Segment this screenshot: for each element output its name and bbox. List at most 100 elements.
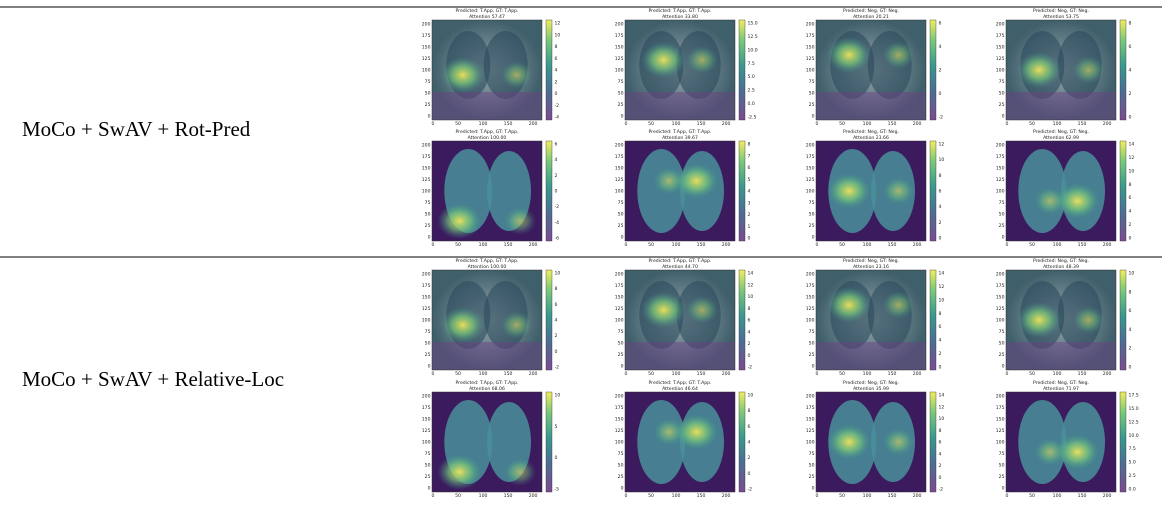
y-tick-label: 25 xyxy=(809,474,815,480)
colorbar-tick-label: 8 xyxy=(939,311,942,317)
colorbar-tick-label: -2 xyxy=(939,487,944,493)
y-tick-label: 25 xyxy=(999,102,1005,108)
y-tick-label: 125 xyxy=(615,56,624,62)
y-tick-label: 100 xyxy=(806,440,815,446)
x-tick-label: 150 xyxy=(1078,121,1087,127)
colorbar-tick-label: 0 xyxy=(1129,115,1132,121)
colorbar-tick-label: 0 xyxy=(748,353,751,359)
colorbar-tick-label: -6 xyxy=(555,236,560,242)
panel-attention: Attention 71.97 xyxy=(1043,386,1079,392)
y-tick-label: 100 xyxy=(615,440,624,446)
y-tick-label: 0 xyxy=(621,486,624,492)
x-tick-label: 200 xyxy=(913,371,922,377)
panel-attention: Attention 44.70 xyxy=(662,264,698,270)
y-tick-label: 150 xyxy=(996,295,1005,301)
x-tick-label: 0 xyxy=(432,371,435,377)
colorbar xyxy=(930,270,936,370)
panel-title: Predicted: T.App, GT: T.App. xyxy=(455,380,518,386)
x-tick-label: 0 xyxy=(1006,242,1009,248)
y-tick-label: 175 xyxy=(806,283,815,289)
y-tick-label: 200 xyxy=(422,22,431,28)
colorbar-tick-label: 0 xyxy=(555,189,558,195)
y-tick-label: 150 xyxy=(996,417,1005,423)
hotspot xyxy=(441,307,485,343)
x-tick-label: 200 xyxy=(1103,493,1112,499)
x-tick-label: 150 xyxy=(504,242,513,248)
colorbar-tick-label: 10 xyxy=(1129,168,1135,174)
panel-title: Predicted: Neg, GT: Neg. xyxy=(1033,8,1089,14)
colorbar-tick-label: 8 xyxy=(1129,182,1132,188)
y-tick-label: 25 xyxy=(618,474,624,480)
x-tick-label: 50 xyxy=(455,121,461,127)
x-tick-label: 150 xyxy=(504,371,513,377)
y-tick-label: 150 xyxy=(422,417,431,423)
y-tick-label: 100 xyxy=(422,189,431,195)
colorbar-tick-label: 2 xyxy=(748,455,751,461)
x-tick-label: 150 xyxy=(888,493,897,499)
colorbar-tick-label: 8 xyxy=(1129,289,1132,295)
y-tick-label: 200 xyxy=(996,272,1005,278)
y-tick-label: 100 xyxy=(996,440,1005,446)
x-tick-label: 150 xyxy=(697,242,706,248)
colorbar-tick-label: -4 xyxy=(555,115,560,121)
colorbar-tick-label: 10 xyxy=(555,393,561,399)
x-tick-label: 50 xyxy=(839,371,845,377)
colorbar-tick-label: 2.5 xyxy=(1129,473,1136,479)
y-tick-label: 175 xyxy=(422,33,431,39)
y-tick-label: 150 xyxy=(996,166,1005,172)
y-tick-label: 50 xyxy=(618,341,624,347)
panel-attention: Attention 100.00 xyxy=(468,264,507,270)
panel-title: Predicted: Neg, GT: Neg. xyxy=(1033,129,1089,135)
y-tick-label: 0 xyxy=(1002,114,1005,120)
heatmap-tint xyxy=(625,92,735,120)
y-tick-label: 0 xyxy=(621,114,624,120)
y-tick-label: 75 xyxy=(999,200,1005,206)
y-tick-label: 125 xyxy=(422,177,431,183)
hotspot xyxy=(686,296,718,324)
y-tick-label: 75 xyxy=(425,79,431,85)
y-tick-label: 175 xyxy=(615,33,624,39)
y-tick-label: 125 xyxy=(806,428,815,434)
hotspot xyxy=(827,37,871,73)
y-tick-label: 0 xyxy=(428,364,431,370)
x-tick-label: 50 xyxy=(839,493,845,499)
x-tick-label: 0 xyxy=(816,371,819,377)
colorbar-tick-label: 8 xyxy=(939,428,942,434)
y-tick-label: 175 xyxy=(996,33,1005,39)
colorbar xyxy=(546,141,552,241)
colorbar-tick-label: 6 xyxy=(748,165,751,171)
x-tick-label: 50 xyxy=(648,493,654,499)
y-tick-label: 150 xyxy=(615,295,624,301)
hotspot xyxy=(686,46,718,74)
y-tick-label: 125 xyxy=(615,428,624,434)
panel-attention: Attention 68.06 xyxy=(469,386,505,392)
colorbar-tick-label: 0 xyxy=(748,471,751,477)
x-tick-label: 50 xyxy=(455,242,461,248)
x-tick-label: 100 xyxy=(672,242,681,248)
colorbar-tick-label: 4 xyxy=(555,157,558,163)
panel-title: Predicted: T.App, GT: T.App. xyxy=(455,129,518,135)
colorbar-tick-label: -2 xyxy=(555,103,560,109)
y-tick-label: 175 xyxy=(996,405,1005,411)
colorbar-tick-label: 0 xyxy=(555,349,558,355)
x-tick-label: 50 xyxy=(839,121,845,127)
colorbar-tick-label: 10 xyxy=(555,271,561,277)
x-tick-label: 200 xyxy=(529,493,538,499)
colorbar-tick-label: 6 xyxy=(1129,308,1132,314)
x-tick-label: 100 xyxy=(479,371,488,377)
colorbar-tick-label: 0 xyxy=(1129,236,1132,242)
y-tick-label: 150 xyxy=(806,417,815,423)
y-tick-label: 25 xyxy=(425,102,431,108)
x-tick-label: 0 xyxy=(432,493,435,499)
x-tick-label: 50 xyxy=(1029,242,1035,248)
panel-attention: Attention 20.21 xyxy=(853,14,889,20)
x-tick-label: 50 xyxy=(648,242,654,248)
y-tick-label: 0 xyxy=(1002,486,1005,492)
colorbar-tick-label: -4 xyxy=(555,220,560,226)
heatmap-tint xyxy=(1006,342,1116,370)
x-tick-label: 50 xyxy=(455,371,461,377)
y-tick-label: 0 xyxy=(428,486,431,492)
x-tick-label: 100 xyxy=(1053,493,1062,499)
y-tick-label: 0 xyxy=(1002,235,1005,241)
y-tick-label: 100 xyxy=(615,68,624,74)
